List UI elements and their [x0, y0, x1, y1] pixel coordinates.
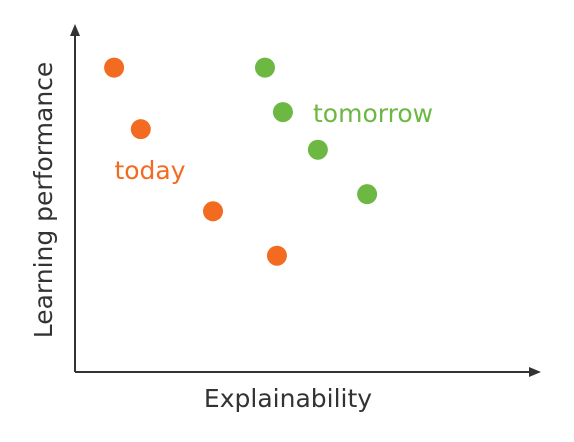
series-label: tomorrow: [313, 99, 433, 128]
point: [307, 139, 328, 160]
y-axis-arrow: [70, 24, 80, 36]
point: [357, 184, 378, 205]
x-axis-label: Explainability: [204, 384, 372, 413]
series-label: today: [114, 156, 185, 185]
point: [266, 245, 287, 266]
point: [254, 57, 275, 78]
x-axis-arrow: [529, 367, 541, 377]
point: [272, 102, 293, 123]
point: [130, 119, 151, 140]
point: [104, 57, 125, 78]
point: [203, 201, 223, 222]
y-axis-label: Learning performance: [29, 62, 58, 339]
